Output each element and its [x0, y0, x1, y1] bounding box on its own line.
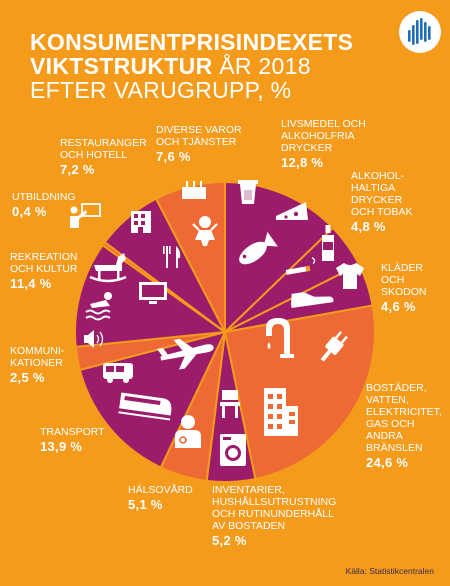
label-klader: KLÄDER OCH SKODON 4,6 %: [381, 262, 427, 313]
label-line: HALTIGA: [351, 182, 396, 194]
label-line: OCH KULTUR: [10, 263, 78, 275]
label-line: RESTAURANGER: [60, 137, 147, 149]
washing-machine-icon: [220, 434, 246, 466]
hotel-icon: [131, 211, 151, 233]
label-value: 12,8 %: [281, 155, 324, 170]
tv-icon: [139, 282, 167, 304]
building-icon: [264, 388, 298, 436]
label-line: AV BOSTADEN: [212, 520, 286, 532]
glass-icon: [238, 180, 258, 204]
label-line: DRYCKER: [281, 142, 333, 154]
slice-icons: [70, 180, 364, 466]
source-note: Källa: Statistikcentralen: [345, 566, 434, 576]
label-rekreation: REKREATION OCH KULTUR 11,4 %: [10, 251, 77, 290]
plug-icon: [320, 331, 348, 362]
label-line: REKREATION: [10, 251, 78, 263]
bus-icon: [103, 363, 133, 383]
shoe-icon: [291, 292, 334, 308]
label-restauranger: RESTAURANGER OCH HOTELL 7,2 %: [60, 137, 147, 176]
cutlery-icon: [163, 246, 181, 268]
label-line: TRANSPORT: [40, 426, 105, 438]
label-line: BOSTÄDER,: [366, 382, 427, 394]
label-line: OCH RUTINUNDERHÅLL: [212, 508, 334, 520]
label-line: KATIONER: [10, 357, 63, 369]
label-line: SKODON: [381, 286, 427, 298]
label-kommunikationer: KOMMUNI- KATIONER 2,5 %: [10, 345, 64, 384]
doctor-icon: [175, 415, 201, 448]
label-line: VATTEN,: [366, 394, 409, 406]
label-line: HÄLSOVÅRD: [128, 484, 193, 496]
label-value: 7,2 %: [60, 162, 95, 177]
cheese-icon: [276, 202, 308, 220]
label-line: ANDRA: [366, 430, 403, 442]
airplane-icon: [157, 338, 214, 370]
label-line: OCH: [381, 274, 405, 286]
statistics-finland-logo-icon: [399, 11, 441, 53]
cake-icon: [182, 181, 206, 199]
label-value: 13,9 %: [40, 439, 83, 454]
label-halsovard: HÄLSOVÅRD 5,1 %: [128, 484, 193, 511]
page-title: KONSUMENTPRISINDEXETS VIKTSTRUKTUR ÅR 20…: [30, 30, 353, 102]
label-line: BRÄNSLEN: [366, 442, 423, 454]
shirt-icon: [336, 263, 364, 289]
label-bostader: BOSTÄDER, VATTEN, ELEKTRICITET, GAS OCH …: [366, 382, 442, 469]
label-livsmedel: LIVSMEDEL OCH ALKOHOLFRIA DRYCKER 12,8 %: [281, 118, 366, 169]
train-icon: [118, 392, 172, 421]
label-line: OCH TOBAK: [351, 206, 413, 218]
label-value: 4,8 %: [351, 219, 386, 234]
label-line: GAS OCH: [366, 418, 415, 430]
rocking-horse-icon: [89, 253, 127, 283]
label-value: 24,6 %: [366, 455, 409, 470]
label-line: OCH TJÄNSTER: [156, 136, 237, 148]
title-line-1: KONSUMENTPRISINDEXETS: [30, 29, 354, 55]
fish-icon: [239, 231, 278, 265]
label-utbildning: UTBILDNING 0,4 %: [12, 191, 76, 218]
label-value: 5,2 %: [212, 533, 247, 548]
title-line-3: EFTER VARUGRUPP, %: [30, 77, 292, 103]
label-inventarier: INVENTARIER, HUSHÅLLSUTRUSTNING OCH RUTI…: [212, 484, 336, 547]
speaker-icon: [84, 330, 104, 348]
label-line: KOMMUNI-: [10, 345, 65, 357]
label-line: OCH HOTELL: [60, 149, 128, 161]
label-value: 2,5 %: [10, 370, 45, 385]
baby-icon: [192, 216, 218, 246]
label-line: LIVSMEDEL OCH: [281, 118, 366, 130]
faucet-icon: [266, 318, 294, 358]
label-value: 4,6 %: [381, 299, 416, 314]
label-line: HUSHÅLLSUTRUSTNING: [212, 496, 337, 508]
label-line: DIVERSE VAROR: [156, 124, 242, 136]
title-line-2: VIKTSTRUKTUR ÅR 2018: [30, 54, 353, 78]
label-line: UTBILDNING: [12, 191, 76, 203]
label-line: KLÄDER: [381, 262, 424, 274]
label-transport: TRANSPORT 13,9 %: [40, 426, 105, 453]
label-value: 0,4 %: [12, 204, 47, 219]
cigarette-icon: [285, 257, 316, 275]
title-line-2-bold: VIKTSTRUKTUR: [30, 53, 213, 79]
label-value: 5,1 %: [128, 497, 163, 512]
label-line: ELEKTRICITET,: [366, 406, 442, 418]
label-line: ALKOHOLFRIA: [281, 130, 355, 142]
label-line: ALKOHOL-: [351, 170, 405, 182]
bottle-icon: [322, 225, 334, 261]
label-alkohol: ALKOHOL- HALTIGA DRYCKER OCH TOBAK 4,8 %: [351, 170, 412, 233]
title-line-2-year: ÅR 2018: [219, 53, 311, 79]
swimmer-icon: [85, 292, 112, 321]
chair-icon: [220, 390, 240, 418]
label-line: INVENTARIER,: [212, 484, 285, 496]
label-value: 11,4 %: [10, 276, 52, 291]
label-diverse: DIVERSE VAROR OCH TJÄNSTER 7,6 %: [156, 124, 242, 163]
label-line: DRYCKER: [351, 194, 403, 206]
teacher-icon: [70, 203, 101, 228]
label-value: 7,6 %: [156, 149, 191, 164]
